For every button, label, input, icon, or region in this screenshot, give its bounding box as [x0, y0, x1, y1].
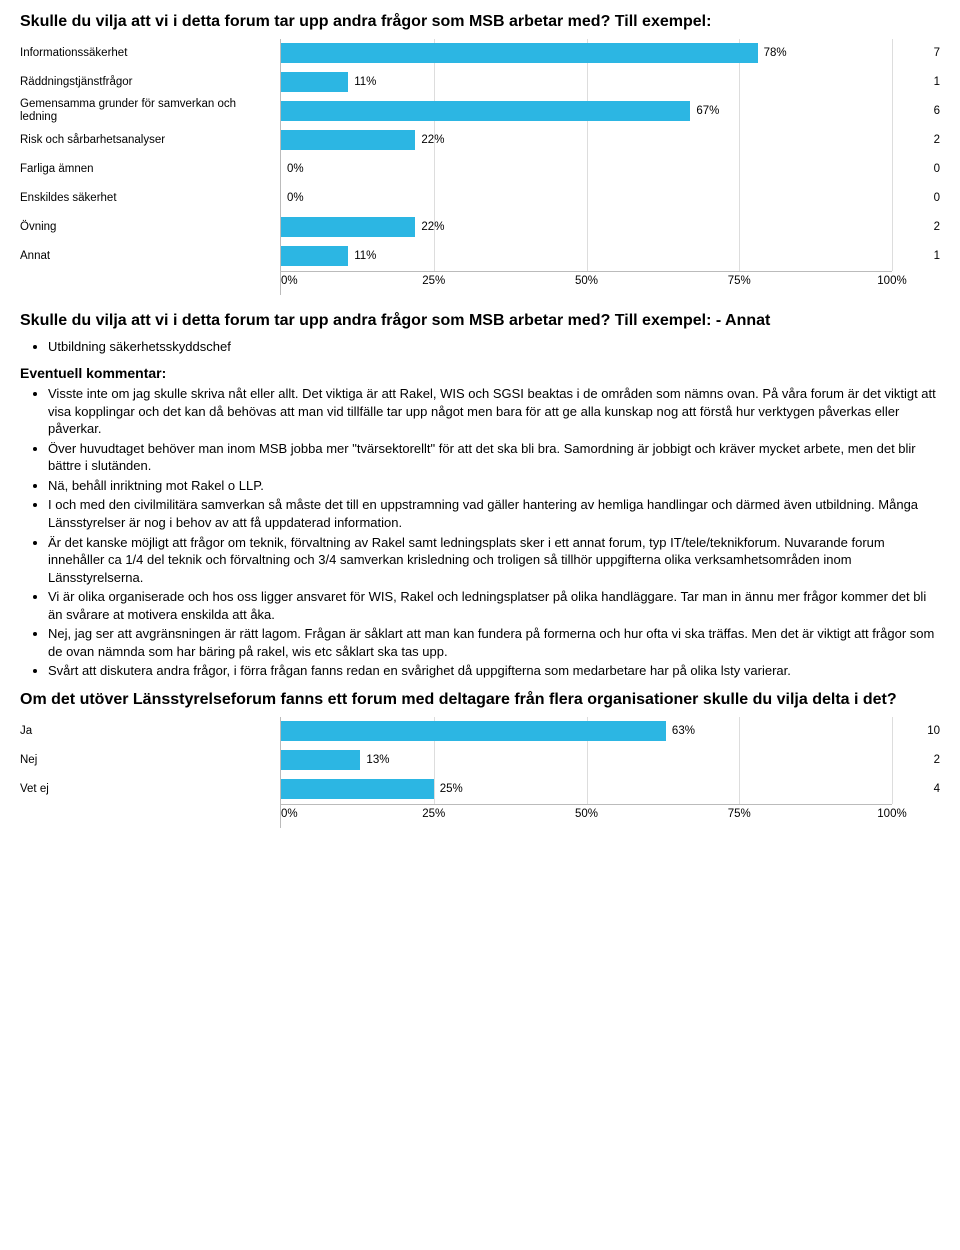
- chart-tick: 100%: [877, 275, 906, 287]
- chart-x-axis: 0% 25% 50% 75% 100%: [20, 804, 940, 828]
- chart-row-label: Farliga ämnen: [20, 163, 280, 176]
- chart-row-label: Övning: [20, 221, 280, 234]
- chart-plot-area: 0%: [280, 155, 892, 184]
- chart-bar: 13%: [281, 750, 360, 770]
- chart-row-label: Vet ej: [20, 783, 280, 796]
- list-item: Är det kanske möjligt att frågor om tekn…: [48, 534, 940, 587]
- chart-row-label: Ja: [20, 725, 280, 738]
- chart-plot-area: 22%: [280, 213, 892, 242]
- chart-tick: 50%: [575, 275, 598, 287]
- chart-tick: 75%: [728, 808, 751, 820]
- chart-row-count: 6: [892, 105, 940, 117]
- chart-bar: 22%: [281, 130, 415, 150]
- chart-tick: 100%: [877, 808, 906, 820]
- chart-bar-pct: 78%: [764, 47, 787, 59]
- chart-plot-area: 13%: [280, 746, 892, 775]
- chart-tick: 25%: [422, 808, 445, 820]
- chart-bar: 78%: [281, 43, 758, 63]
- chart-row-count: 0: [892, 163, 940, 175]
- chart-row-label: Enskildes säkerhet: [20, 192, 280, 205]
- chart-bar: 11%: [281, 246, 348, 266]
- chart-row-label: Nej: [20, 754, 280, 767]
- list-item: I och med den civilmilitära samverkan så…: [48, 496, 940, 531]
- chart-row-label: Gemensamma grunder för samverkan och led…: [20, 98, 280, 124]
- list-item: Visste inte om jag skulle skriva nåt ell…: [48, 385, 940, 438]
- list-item: Över huvudtaget behöver man inom MSB job…: [48, 440, 940, 475]
- chart-row-label: Räddningstjänstfrågor: [20, 76, 280, 89]
- chart-row: Nej13%2: [20, 746, 940, 775]
- chart-bar-pct: 63%: [672, 725, 695, 737]
- list-item: Nej, jag ser att avgränsningen är rätt l…: [48, 625, 940, 660]
- chart-row-count: 0: [892, 192, 940, 204]
- chart-bar: 25%: [281, 779, 434, 799]
- chart-topics: Informationssäkerhet78%7Räddningstjänstf…: [20, 39, 940, 295]
- chart-row-count: 2: [892, 754, 940, 766]
- chart-row-count: 1: [892, 76, 940, 88]
- chart-tick: 25%: [422, 275, 445, 287]
- chart-plot-area: 0%: [280, 184, 892, 213]
- chart-row: Ja63%10: [20, 717, 940, 746]
- chart-row: Farliga ämnen 0% 0: [20, 155, 940, 184]
- chart-row-count: 4: [892, 783, 940, 795]
- chart-plot-area: 11%: [280, 242, 892, 271]
- chart-bar-pct: 0%: [287, 163, 304, 175]
- chart-row: Informationssäkerhet78%7: [20, 39, 940, 68]
- chart-bar-pct: 25%: [440, 783, 463, 795]
- eventuell-heading: Eventuell kommentar:: [20, 365, 940, 381]
- section-title-1: Skulle du vilja att vi i detta forum tar…: [20, 12, 940, 33]
- chart-row-label: Informationssäkerhet: [20, 47, 280, 60]
- chart-bar-pct: 0%: [287, 192, 304, 204]
- chart-bar-pct: 67%: [696, 105, 719, 117]
- chart-tick: 0%: [281, 275, 298, 287]
- chart-x-axis: 0% 25% 50% 75% 100%: [20, 271, 940, 295]
- chart-row: Övning22%2: [20, 213, 940, 242]
- chart-bar: 63%: [281, 721, 666, 741]
- chart-row-label: Risk och sårbarhetsanalyser: [20, 134, 280, 147]
- chart-bar: 22%: [281, 217, 415, 237]
- chart-row-count: 7: [892, 47, 940, 59]
- chart-bar: 67%: [281, 101, 690, 121]
- annat-bullet-list: Utbildning säkerhetsskyddschef: [20, 338, 940, 356]
- chart-row: Risk och sårbarhetsanalyser22%2: [20, 126, 940, 155]
- chart-plot-area: 78%: [280, 39, 892, 68]
- list-item: Vi är olika organiserade och hos oss lig…: [48, 588, 940, 623]
- chart-tick: 75%: [728, 275, 751, 287]
- list-item: Utbildning säkerhetsskyddschef: [48, 338, 940, 356]
- chart-row-label: Annat: [20, 250, 280, 263]
- chart-plot-area: 63%: [280, 717, 892, 746]
- chart-participation: Ja63%10Nej13%2Vet ej25%40%25%50%75%100%: [20, 717, 940, 828]
- chart-bar-pct: 22%: [421, 221, 444, 233]
- list-item: Svårt att diskutera andra frågor, i förr…: [48, 662, 940, 680]
- chart-plot-area: 67%: [280, 97, 892, 126]
- chart-bar: 11%: [281, 72, 348, 92]
- chart-row-count: 1: [892, 250, 940, 262]
- chart-row-count: 10: [892, 725, 940, 737]
- chart-row: Enskildes säkerhet 0% 0: [20, 184, 940, 213]
- chart-row: Annat11%1: [20, 242, 940, 271]
- section-title-3: Om det utöver Länsstyrelseforum fanns et…: [20, 690, 940, 711]
- section-title-2: Skulle du vilja att vi i detta forum tar…: [20, 311, 940, 332]
- chart-row: Räddningstjänstfrågor11%1: [20, 68, 940, 97]
- list-item: Nä, behåll inriktning mot Rakel o LLP.: [48, 477, 940, 495]
- chart-plot-area: 22%: [280, 126, 892, 155]
- chart-bar-pct: 22%: [421, 134, 444, 146]
- eventuell-bullet-list: Visste inte om jag skulle skriva nåt ell…: [20, 385, 940, 680]
- chart-tick: 0%: [281, 808, 298, 820]
- chart-bar-pct: 11%: [354, 76, 376, 88]
- chart-row: Gemensamma grunder för samverkan och led…: [20, 97, 940, 126]
- chart-plot-area: 25%: [280, 775, 892, 804]
- chart-plot-area: 11%: [280, 68, 892, 97]
- chart-row-count: 2: [892, 221, 940, 233]
- chart-bar-pct: 11%: [354, 250, 376, 262]
- chart-row-count: 2: [892, 134, 940, 146]
- chart-tick: 50%: [575, 808, 598, 820]
- chart-row: Vet ej25%4: [20, 775, 940, 804]
- chart-bar-pct: 13%: [366, 754, 389, 766]
